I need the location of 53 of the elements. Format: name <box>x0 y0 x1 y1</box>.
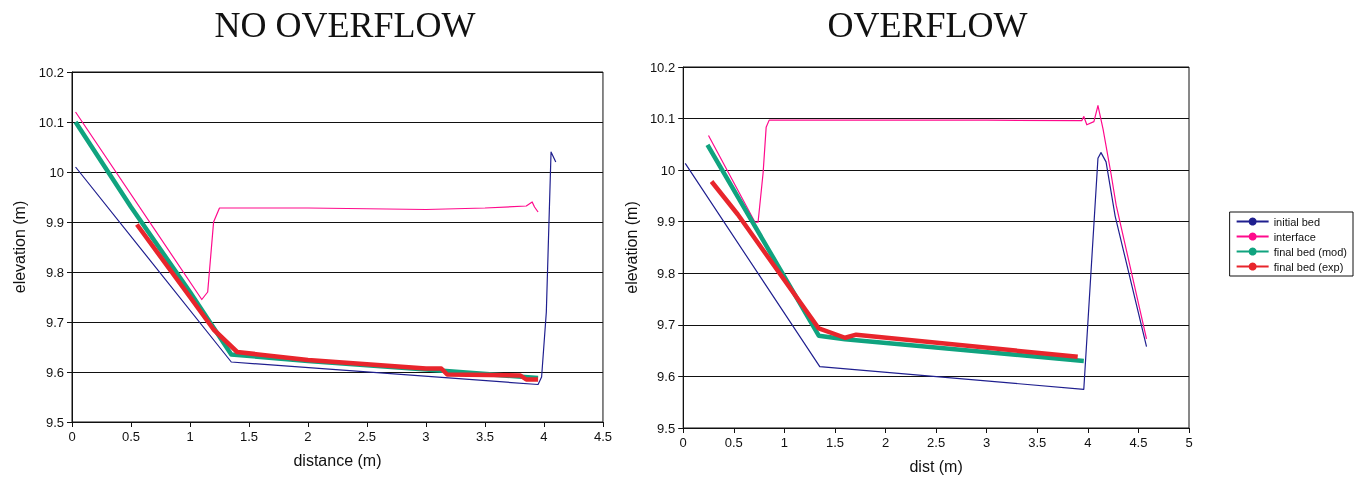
x-tick-label: 1.5 <box>239 429 259 444</box>
x-tick-label: 4 <box>540 429 548 444</box>
chart-title: OVERFLOW <box>827 5 1028 45</box>
y-tick-label: 9.8 <box>45 264 64 280</box>
y-tick-label: 10.2 <box>38 64 64 80</box>
x-tick-label: 4.5 <box>593 429 612 444</box>
y-tick-label: 9.6 <box>657 368 676 384</box>
y-tick-label: 10 <box>660 162 676 178</box>
x-tick-label: 3 <box>983 435 991 450</box>
line-series <box>684 152 1148 390</box>
y-tick-label: 9.7 <box>45 314 64 330</box>
x-tick-label: 2 <box>881 435 890 450</box>
y-tick-label: 10.1 <box>649 111 676 127</box>
x-axis-title: distance (m) <box>293 451 382 469</box>
y-tick-label: 9.9 <box>657 214 676 230</box>
x-tick-label: 3.5 <box>475 429 495 444</box>
line-series <box>74 151 557 386</box>
x-tick-label: 5 <box>1185 435 1193 450</box>
y-axis-title: elevation (m) <box>11 200 29 294</box>
x-tick-label: 1 <box>186 429 194 444</box>
line-series <box>134 222 541 382</box>
x-tick-label: 3.5 <box>1028 435 1047 450</box>
x-tick-label: 0 <box>68 429 76 444</box>
legend-label: final bed (mod) <box>1273 245 1348 258</box>
y-tick-label: 10.2 <box>649 59 676 75</box>
line-series <box>709 179 1080 360</box>
x-tick-label: 2.5 <box>927 435 946 450</box>
x-tick-label: 4.5 <box>1129 435 1148 450</box>
x-tick-label: 0.5 <box>724 435 743 450</box>
x-tick-label: 0 <box>679 435 687 450</box>
y-tick-label: 9.6 <box>45 364 64 380</box>
y-tick-label: 10.1 <box>38 114 64 130</box>
x-tick-label: 3 <box>422 429 430 444</box>
x-axis-title: dist (m) <box>909 457 963 475</box>
x-tick-label: 2 <box>304 429 312 444</box>
y-tick-label: 9.5 <box>657 420 676 436</box>
y-tick-label: 10 <box>49 164 64 180</box>
line-series <box>74 111 539 301</box>
x-tick-label: 4 <box>1084 435 1092 450</box>
x-tick-label: 1 <box>780 435 788 450</box>
y-tick-label: 9.5 <box>45 414 64 430</box>
legend-label: interface <box>1273 230 1316 243</box>
chart-title: NO OVERFLOW <box>214 5 476 45</box>
legend-label: final bed (exp) <box>1273 260 1344 273</box>
y-tick-label: 9.9 <box>45 214 64 230</box>
x-tick-label: 2.5 <box>357 429 377 444</box>
line-series <box>707 105 1148 340</box>
y-tick-label: 9.8 <box>657 265 676 281</box>
y-tick-label: 9.7 <box>657 317 676 333</box>
y-axis-title: elevation (m) <box>622 201 640 294</box>
legend-label: initial bed <box>1273 215 1321 228</box>
x-tick-label: 0.5 <box>121 429 141 444</box>
x-tick-label: 1.5 <box>825 435 844 450</box>
